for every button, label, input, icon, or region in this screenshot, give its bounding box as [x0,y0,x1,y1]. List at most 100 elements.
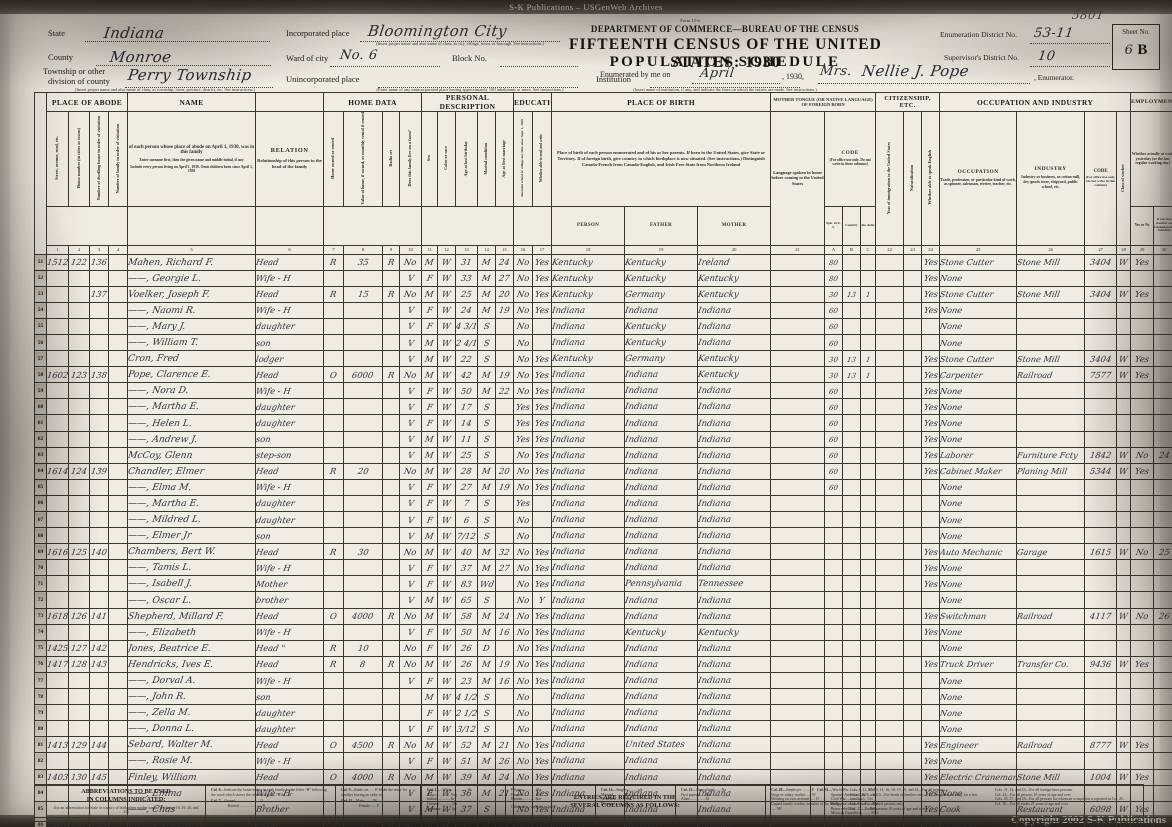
cell-code-a[interactable] [824,527,844,545]
cell-birthplace-mother[interactable]: Tennessee [697,575,772,593]
cell-name[interactable]: ——, Helen L. [127,414,257,432]
cell-house-number[interactable] [68,446,90,464]
cell-code-c[interactable] [860,623,877,641]
cell-code-b[interactable] [842,494,862,513]
cell-industry[interactable] [1016,559,1086,577]
cell-family-number[interactable] [107,511,129,529]
cell-family-number[interactable] [107,559,129,577]
cell-immigration-year[interactable] [875,559,905,577]
cell-class-of-worker[interactable] [1116,688,1132,706]
cell-read-write[interactable]: Yes [532,752,553,770]
cell-employed[interactable]: Yes [1130,736,1155,754]
cell-dwelling-number[interactable] [89,575,109,593]
cell-birthplace-person[interactable]: Indiana [551,301,626,319]
cell-radio[interactable] [382,591,401,609]
cell-name[interactable]: ——, Elizabeth [127,623,257,641]
cell-code-a[interactable] [824,720,844,738]
cell-radio[interactable] [382,639,401,657]
cell-name[interactable]: Voelker, Joseph F. [127,285,257,303]
cell-home-value[interactable] [343,494,384,513]
cell-birthplace-mother[interactable]: Indiana [697,639,772,657]
cell-age-at-marriage[interactable]: 24 [495,607,515,625]
table-row[interactable]: 54 ——, Naomi R. Wife - H V F W 24 M 19 No Yes India… [34,301,1172,319]
cell-farm[interactable] [399,704,423,722]
cell-occupation-code[interactable] [1084,704,1118,722]
cell-occupation[interactable]: Engineer [939,736,1018,754]
cell-school[interactable]: Yes [513,494,534,513]
cell-age[interactable]: 37 [455,559,479,577]
cell-industry[interactable]: Stone Mill [1016,768,1086,786]
cell-industry[interactable] [1016,511,1086,529]
cell-age-at-marriage[interactable]: 16 [495,623,515,641]
cell-industry[interactable] [1016,333,1086,352]
cell-occupation[interactable]: None [939,575,1018,593]
cell-house-number[interactable]: 125 [68,543,90,561]
cell-street[interactable] [46,704,69,722]
cell-speaks-english[interactable]: Yes [921,446,941,464]
cell-radio[interactable] [382,494,401,513]
cell-code-c[interactable] [860,462,877,480]
cell-birthplace-mother[interactable]: Indiana [697,607,772,625]
table-row[interactable]: 52 ——, Georgie L. Wife - H V F W 33 M 27 No Yes Ken… [34,269,1172,287]
cell-street[interactable]: 1417 1/2 [46,655,69,673]
cell-age[interactable]: 26 [455,639,479,657]
cell-birthplace-mother[interactable]: Indiana [697,494,772,513]
cell-school[interactable]: No [513,333,534,352]
cell-unemployment-line[interactable] [1153,333,1172,352]
cell-sex[interactable]: M [421,768,439,786]
table-row[interactable]: 55 ——, Mary J. daughter V F W 4 3/12 S No Indiana… [34,317,1172,335]
cell-race[interactable]: W [437,559,457,577]
cell-birthplace-person[interactable]: Indiana [551,446,626,464]
cell-immigration-year[interactable] [875,430,905,448]
cell-home-value[interactable] [343,720,384,738]
cell-home-owned[interactable]: R [323,285,345,303]
cell-speaks-english[interactable]: Yes [921,366,941,384]
cell-home-owned[interactable] [323,301,345,319]
cell-employed[interactable]: No [1130,543,1155,561]
cell-speaks-english[interactable] [921,671,941,690]
cell-industry[interactable]: Railroad [1016,607,1086,625]
cell-naturalization[interactable] [903,382,923,400]
cell-code-a[interactable]: 60 [824,478,844,496]
cell-industry[interactable] [1016,494,1086,513]
cell-marital[interactable]: S [477,494,497,513]
cell-birthplace-father[interactable]: Indiana [624,655,699,673]
cell-birthplace-mother[interactable]: Ireland [697,253,772,271]
cell-birthplace-mother[interactable]: Indiana [697,671,772,690]
cell-class-of-worker[interactable] [1116,382,1132,400]
cell-marital[interactable]: M [477,478,497,496]
cell-race[interactable]: W [437,333,457,352]
cell-age-at-marriage[interactable]: 24 [495,768,515,786]
cell-immigration-year[interactable] [875,591,905,609]
cell-employed[interactable]: Yes [1130,768,1155,786]
cell-sex[interactable]: F [421,639,439,657]
cell-house-number[interactable] [68,285,90,303]
cell-occupation-code[interactable] [1084,269,1118,287]
cell-marital[interactable]: M [477,768,497,786]
cell-code-a[interactable] [824,511,844,529]
cell-occupation[interactable]: None [939,494,1018,513]
cell-race[interactable]: W [437,462,457,480]
cell-street[interactable] [46,575,69,593]
cell-industry[interactable]: Stone Mill [1016,253,1086,271]
cell-age[interactable]: 28 [455,462,479,480]
cell-farm[interactable]: V [399,720,423,738]
cell-code-b[interactable] [842,736,862,754]
cell-house-number[interactable] [68,317,90,335]
cell-employed[interactable]: No [1130,446,1155,464]
cell-occupation[interactable]: None [939,414,1018,432]
cell-sex[interactable]: F [421,398,439,416]
cell-farm[interactable]: V [399,382,423,400]
cell-age[interactable]: 17 [455,398,479,416]
cell-code-a[interactable]: 60 [824,333,844,352]
cell-occupation-code[interactable] [1084,527,1118,545]
cell-speaks-english[interactable] [921,333,941,352]
cell-industry[interactable]: Railroad [1016,366,1086,384]
cell-employed[interactable] [1130,317,1155,335]
cell-language[interactable] [770,736,826,754]
cell-school[interactable]: No [513,688,534,706]
cell-birthplace-father[interactable]: Indiana [624,688,699,706]
cell-read-write[interactable]: Yes [532,253,553,271]
cell-home-value[interactable]: 4000 [343,768,384,786]
cell-birthplace-father[interactable]: Indiana [624,704,699,722]
